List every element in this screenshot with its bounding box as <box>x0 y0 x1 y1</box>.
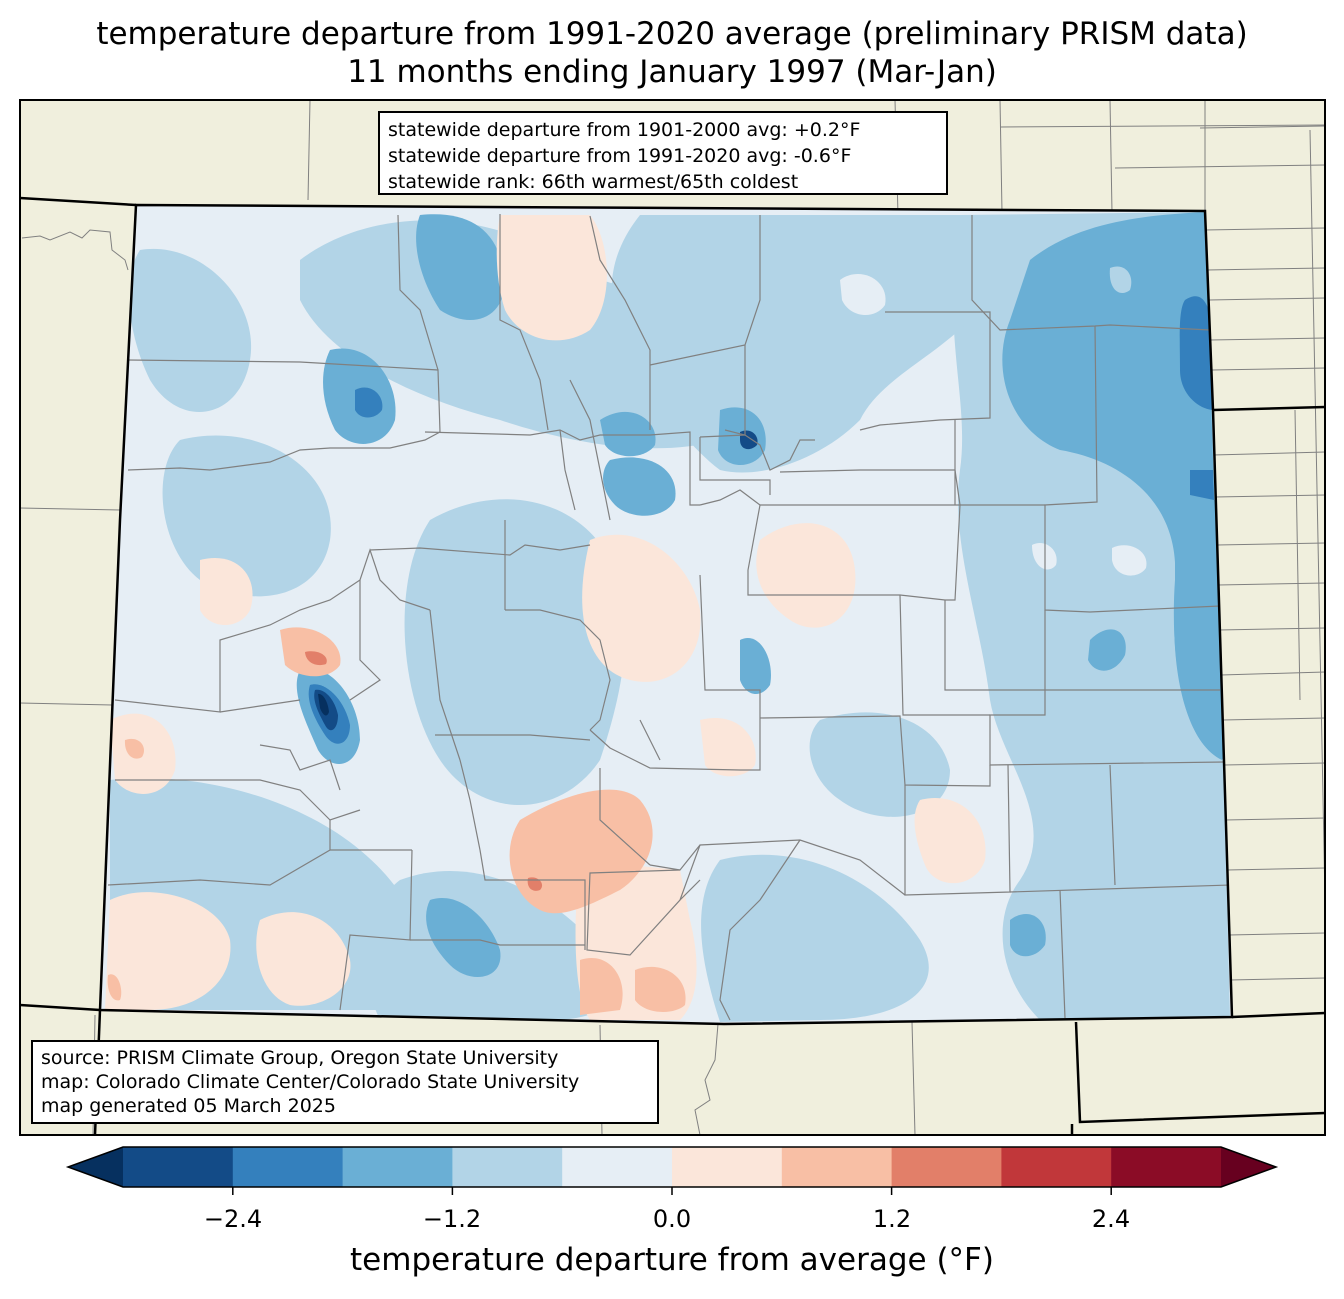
colorbar-bin <box>452 1147 563 1187</box>
colorbar-under-arrow <box>68 1147 123 1187</box>
stats-line-rank: statewide rank: 66th warmest/65th coldes… <box>388 171 799 193</box>
temperature-field <box>100 205 1232 1024</box>
source-box: source: PRISM Climate Group, Oregon Stat… <box>31 1040 659 1124</box>
colorbar-bin <box>891 1147 1002 1187</box>
map-frame <box>19 99 1326 1136</box>
colorbar-tick-label: −2.4 <box>203 1205 263 1233</box>
colorbar-bin <box>232 1147 344 1187</box>
colorbar-over-arrow <box>1221 1147 1276 1187</box>
map-title-line1: temperature departure from 1991-2020 ave… <box>96 16 1248 52</box>
colorbar-bin <box>781 1147 893 1187</box>
colorbar-label: temperature departure from average (°F) <box>350 1242 994 1278</box>
colorbar-bin <box>342 1147 453 1187</box>
stats-line-1991-2020: statewide departure from 1991-2020 avg: … <box>388 145 852 167</box>
colorbar-bin <box>123 1147 234 1187</box>
statewide-stats-box: statewide departure from 1901-2000 avg: … <box>378 111 948 195</box>
stats-line-1901-2000: statewide departure from 1901-2000 avg: … <box>388 119 861 141</box>
colorbar-bin <box>1111 1147 1222 1187</box>
colorbar-tick-label: 0.0 <box>652 1205 692 1233</box>
colorbar-bin <box>562 1147 673 1187</box>
colorbar-tick-label: −1.2 <box>422 1205 482 1233</box>
county-boundaries <box>107 214 1231 1021</box>
map-credit-line: map: Colorado Climate Center/Colorado St… <box>41 1071 580 1093</box>
colorbar-tick-label: 2.4 <box>1091 1205 1131 1233</box>
colorbar <box>65 1146 1279 1195</box>
colorbar-bin <box>672 1147 783 1187</box>
colorbar-bin <box>1001 1147 1112 1187</box>
generated-date-line: map generated 05 March 2025 <box>41 1095 336 1117</box>
map-title-line2: 11 months ending January 1997 (Mar-Jan) <box>347 54 997 90</box>
source-line: source: PRISM Climate Group, Oregon Stat… <box>41 1047 559 1069</box>
colorbar-outline <box>65 1146 1279 1188</box>
neighbor-county-lines <box>20 100 1325 1135</box>
colorbar-tick-label: 1.2 <box>872 1205 912 1233</box>
